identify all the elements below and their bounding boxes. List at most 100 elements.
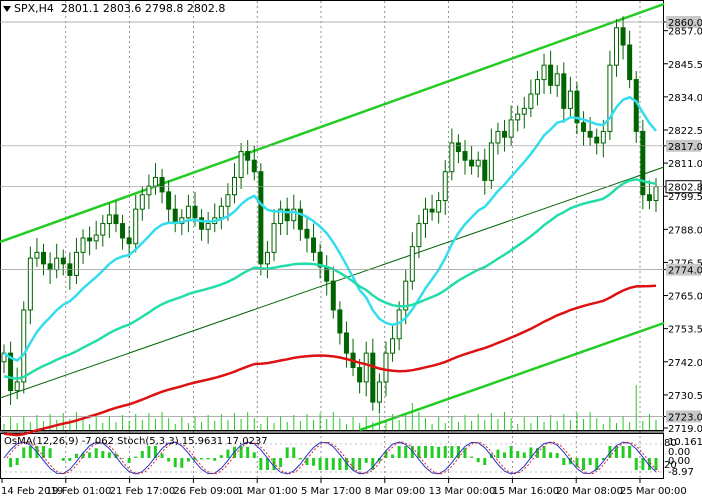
candle-body	[106, 214, 112, 225]
candle-body	[238, 151, 244, 178]
candle-body	[192, 205, 198, 219]
price-axis-label: 2857.0	[668, 27, 702, 38]
osma-histogram	[9, 446, 658, 470]
candle-body	[640, 130, 646, 196]
candle-body	[587, 130, 593, 138]
osma-axis-label: -8.97	[668, 467, 694, 478]
candle-body	[442, 171, 448, 202]
candle-body	[436, 200, 442, 213]
candle-body	[205, 223, 211, 230]
date-label: 5 Mar 17:00	[301, 486, 361, 497]
date-label: 20 Mar 08:00	[556, 486, 623, 497]
candle-body	[521, 107, 527, 115]
price-axis-label: 2730.5	[668, 391, 702, 402]
candle-body	[14, 381, 20, 392]
candle-body	[185, 205, 191, 219]
ohlc-values: 2801.1 2803.6 2798.8 2802.8	[60, 2, 226, 15]
main-panel-frame	[0, 0, 664, 431]
candle-body	[363, 352, 369, 383]
vertical-grid	[65, 1, 641, 478]
candle-body	[54, 257, 60, 271]
candle-body	[317, 251, 323, 268]
date-label: 8 Mar 09:00	[365, 486, 425, 497]
candle-body	[422, 208, 428, 225]
price-axis-label: 2723.0	[668, 412, 702, 423]
candle-body	[488, 142, 494, 181]
dropdown-triangle-icon	[3, 6, 11, 12]
candle-body	[600, 130, 606, 144]
date-label: 26 Feb 09:00	[173, 486, 239, 497]
date-label: 14 Feb 2019	[1, 486, 63, 497]
candle-body	[87, 237, 93, 242]
price-axis-label: 2860.0	[668, 18, 702, 29]
candle-body	[409, 246, 415, 282]
ema-fast-line	[3, 95, 657, 362]
candle-body	[297, 208, 303, 230]
candle-body	[264, 251, 270, 265]
date-label: 1 Mar 01:00	[237, 486, 297, 497]
candle-body	[534, 79, 540, 95]
chart-title: SPX,H4 2801.1 2803.6 2798.8 2802.8	[3, 2, 225, 15]
candle-body	[403, 280, 409, 311]
candle-body	[199, 217, 205, 230]
price-axis-label: 2834.0	[668, 93, 702, 104]
candle-body	[554, 73, 560, 86]
candle-body	[271, 223, 277, 253]
stochastic-lines	[0, 441, 664, 475]
candle-body	[343, 332, 349, 354]
candle-body	[337, 309, 343, 334]
candle-body	[251, 159, 257, 173]
price-level-box	[666, 410, 701, 423]
price-level-box	[666, 139, 701, 152]
candle-body	[416, 223, 422, 248]
candle-body	[370, 352, 376, 403]
price-axis-label: 2822.5	[668, 126, 702, 137]
candle-body	[126, 237, 132, 245]
candle-body	[357, 367, 363, 383]
candle-body	[495, 130, 501, 144]
trend-channels	[0, 2, 665, 432]
price-level-box	[665, 180, 702, 194]
ema-mid-line	[3, 178, 657, 381]
candle-body	[475, 159, 481, 167]
candle-body	[620, 27, 626, 46]
candle-body	[653, 186, 659, 202]
stoch-axis-label: 20	[664, 460, 677, 471]
candle-body	[311, 237, 317, 253]
candle-body	[455, 142, 461, 153]
candle-body	[548, 64, 554, 86]
candle-body	[613, 27, 619, 66]
candle-body	[47, 263, 53, 271]
candle-body	[594, 136, 600, 144]
price-axis-label: 2753.5	[668, 325, 702, 336]
candle-body	[27, 257, 33, 311]
candle-body	[21, 309, 27, 383]
candle-body	[429, 208, 435, 213]
candle-body	[100, 223, 106, 236]
osma-title: OsMA(12,26,9) -7.062 Stoch(5,3,3) 15.963…	[4, 436, 268, 447]
candle-body	[324, 266, 330, 282]
candle-body	[383, 352, 389, 383]
candle-body	[159, 176, 165, 193]
moving-averages	[3, 95, 657, 437]
osma-axis-label: 0.00	[668, 447, 690, 458]
candle-body	[41, 251, 47, 265]
candle-body	[528, 93, 534, 109]
candle-body	[245, 151, 251, 161]
candle-body	[113, 214, 119, 225]
candle-body	[574, 90, 580, 124]
osma-panel-frame	[0, 433, 664, 479]
stoch-main-line	[3, 441, 657, 475]
osma-axis-label: 0.00	[668, 456, 690, 467]
ema-slow-line	[3, 284, 657, 437]
candle-body	[607, 64, 613, 132]
price-axis-label: 2817.0	[668, 142, 702, 153]
price-axis-label: 2811.0	[668, 159, 702, 170]
osma-axis-label: 10.161	[668, 437, 702, 448]
candle-body	[291, 208, 297, 222]
symbol-label: SPX,H4	[14, 2, 54, 15]
candle-body	[120, 223, 126, 239]
candle-body	[627, 44, 633, 81]
